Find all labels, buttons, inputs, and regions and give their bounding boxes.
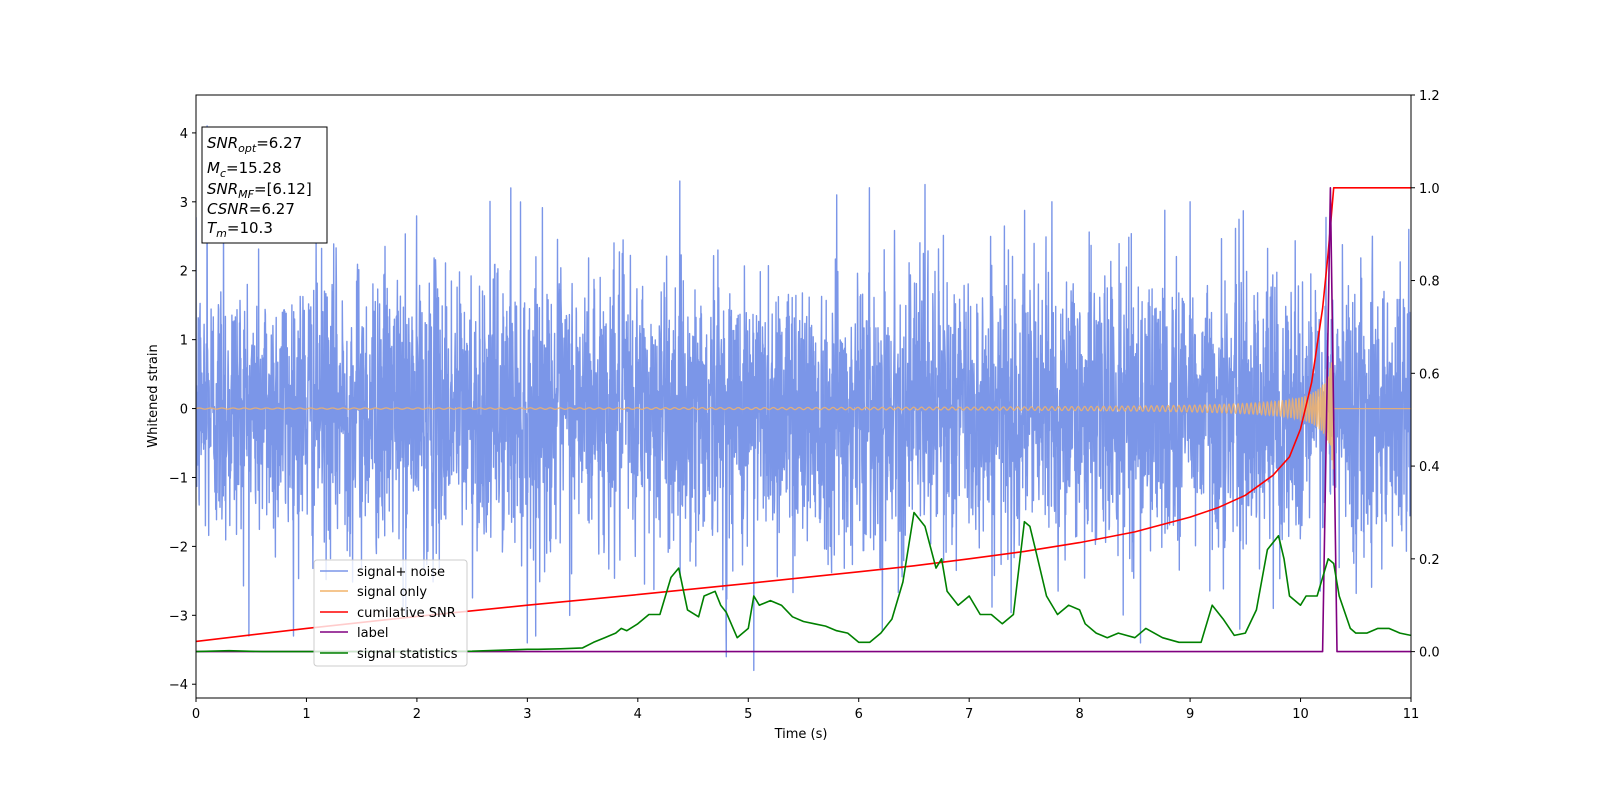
- y-right-tick-label: 0.6: [1419, 367, 1440, 382]
- y-left-tick-label: −2: [169, 540, 188, 555]
- x-tick-label: 11: [1403, 707, 1420, 722]
- x-tick-label: 1: [302, 707, 310, 722]
- y-right-tick-label: 0.4: [1419, 460, 1440, 475]
- y-axis-label: Whitened strain: [146, 344, 161, 447]
- ticks-layer: 0 1 2 3 4 5 6 7 8 9 10 11 −4 −3 −2 −1 0 1 2 3 4 0.0 0.2 0.4 0.6 0…: [169, 89, 1440, 722]
- x-tick-label: 7: [965, 707, 973, 722]
- x-tick-label: 0: [192, 707, 200, 722]
- y-left-tick-label: −3: [169, 609, 188, 624]
- annotation-snr-opt: SNRopt=6.27: [207, 134, 302, 155]
- x-tick-label: 9: [1186, 707, 1194, 722]
- legend: signal+ noise signal only cumilative SNR…: [313, 559, 468, 667]
- y-left-tick-label: 3: [180, 196, 188, 211]
- y-left-tick-label: 0: [180, 403, 188, 418]
- y-left-tick-label: −1: [169, 471, 188, 486]
- y-left-tick-label: 2: [180, 265, 188, 280]
- x-tick-label: 6: [855, 707, 863, 722]
- y-left-tick-label: −4: [169, 678, 188, 693]
- x-tick-label: 5: [744, 707, 752, 722]
- series-signal-only: [196, 353, 1411, 470]
- legend-entry-signal-statistics: signal statistics: [357, 647, 458, 662]
- legend-entry-signal-noise: signal+ noise: [357, 565, 445, 580]
- series-cumilative-snr: [196, 187, 1411, 643]
- y-right-tick-label: 1.2: [1419, 89, 1440, 104]
- y-left-tick-label: 4: [180, 127, 188, 142]
- annotation-csnr: CSNR=6.27: [207, 200, 295, 218]
- y-right-tick-label: 0.8: [1419, 275, 1440, 290]
- annotation-mc: Mc=15.28: [207, 159, 282, 180]
- series-signal-statistics: [196, 511, 1411, 653]
- x-tick-label: 2: [413, 707, 421, 722]
- y-left-tick-label: 1: [180, 334, 188, 349]
- annotation-box: SNRopt=6.27 Mc=15.28 SNRMF=[6.12] CSNR=6…: [201, 126, 328, 244]
- y-right-tick-label: 0.0: [1419, 646, 1440, 661]
- series-layer: [196, 125, 1411, 672]
- x-tick-label: 8: [1075, 707, 1083, 722]
- y-right-tick-label: 1.0: [1419, 182, 1440, 197]
- x-tick-label: 3: [523, 707, 531, 722]
- annotation-snr-mf: SNRMF=[6.12]: [207, 180, 312, 201]
- annotation-tm: Tm=10.3: [207, 219, 273, 240]
- legend-entry-label: label: [357, 626, 388, 641]
- series-label: [196, 187, 1411, 653]
- x-tick-label: 10: [1292, 707, 1309, 722]
- legend-entry-signal-only: signal only: [357, 585, 427, 600]
- x-axis-label: Time (s): [774, 727, 828, 742]
- x-tick-label: 4: [634, 707, 642, 722]
- series-signal-noise: [196, 125, 1411, 672]
- legend-entry-cumulative-snr: cumilative SNR: [357, 606, 456, 621]
- plot-frame: [195, 94, 1412, 699]
- y-right-tick-label: 0.2: [1419, 553, 1440, 568]
